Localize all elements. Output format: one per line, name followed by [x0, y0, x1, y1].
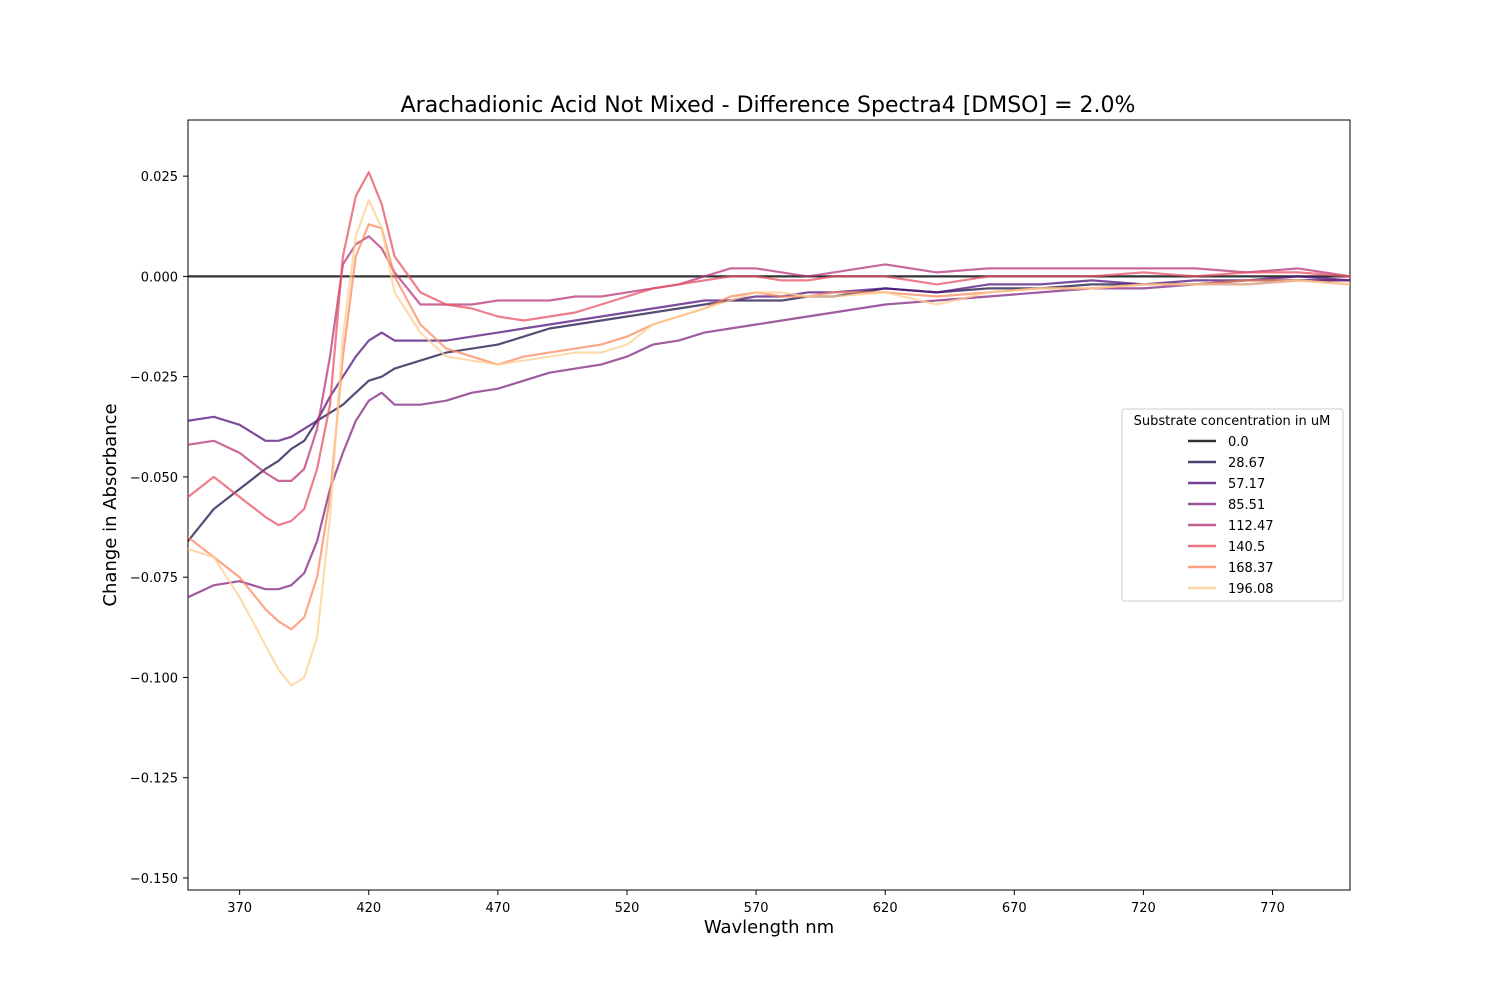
y-axis: 0.025 0.000 −0.025 −0.050 −0.075 −0.100 −0.125…	[130, 170, 188, 887]
legend-label: 57.17	[1228, 477, 1265, 492]
y-axis-label: Change in Absorbance	[100, 403, 121, 606]
legend-label: 196.08	[1228, 582, 1274, 597]
legend-label: 168.37	[1228, 561, 1274, 576]
series-line-85-51	[188, 279, 1350, 599]
legend: Substrate concentration in uM 0.0 28.67 57…	[1121, 408, 1344, 602]
y-tick-label: 0.000	[141, 270, 178, 285]
series-group	[188, 171, 1350, 687]
series-line-28-67	[188, 279, 1350, 543]
y-tick-label: −0.075	[130, 571, 178, 586]
x-axis-label: Wavlength nm	[704, 917, 834, 938]
legend-box	[1121, 408, 1344, 602]
legend-label: 140.5	[1228, 540, 1265, 555]
x-tick-label: 770	[1260, 901, 1285, 916]
x-axis: 370 420 470 520 570 620 670 720 770	[227, 890, 1285, 916]
legend-label: 28.67	[1228, 456, 1265, 471]
x-tick-label: 520	[615, 901, 640, 916]
legend-label: 112.47	[1228, 519, 1274, 534]
series-line-140-5	[188, 171, 1350, 527]
y-tick-label: −0.100	[130, 671, 178, 686]
y-tick-label: −0.125	[130, 772, 178, 787]
legend-label: 0.0	[1228, 435, 1249, 450]
plot-frame	[187, 119, 1351, 891]
series-line-196-08	[188, 199, 1350, 687]
plot-area	[187, 119, 1351, 891]
x-tick-label: 470	[485, 901, 510, 916]
y-tick-label: −0.050	[130, 471, 178, 486]
series-line-112-47	[188, 235, 1350, 482]
x-tick-label: 620	[873, 901, 898, 916]
x-tick-label: 720	[1131, 901, 1156, 916]
x-tick-label: 670	[1002, 901, 1027, 916]
legend-items: 0.0 28.67 57.17 85.51 112.47 140.5 168.37 196.0…	[1188, 435, 1274, 597]
x-tick-label: 570	[744, 901, 769, 916]
chart-title: Arachadionic Acid Not Mixed - Difference…	[401, 93, 1136, 118]
y-tick-label: 0.025	[141, 170, 178, 185]
legend-title: Substrate concentration in uM	[1134, 414, 1331, 429]
x-tick-label: 420	[356, 901, 381, 916]
y-tick-label: −0.150	[130, 872, 178, 887]
y-tick-label: −0.025	[130, 371, 178, 386]
series-line-57-17	[188, 275, 1350, 442]
x-tick-label: 370	[227, 901, 252, 916]
legend-label: 85.51	[1228, 498, 1265, 513]
